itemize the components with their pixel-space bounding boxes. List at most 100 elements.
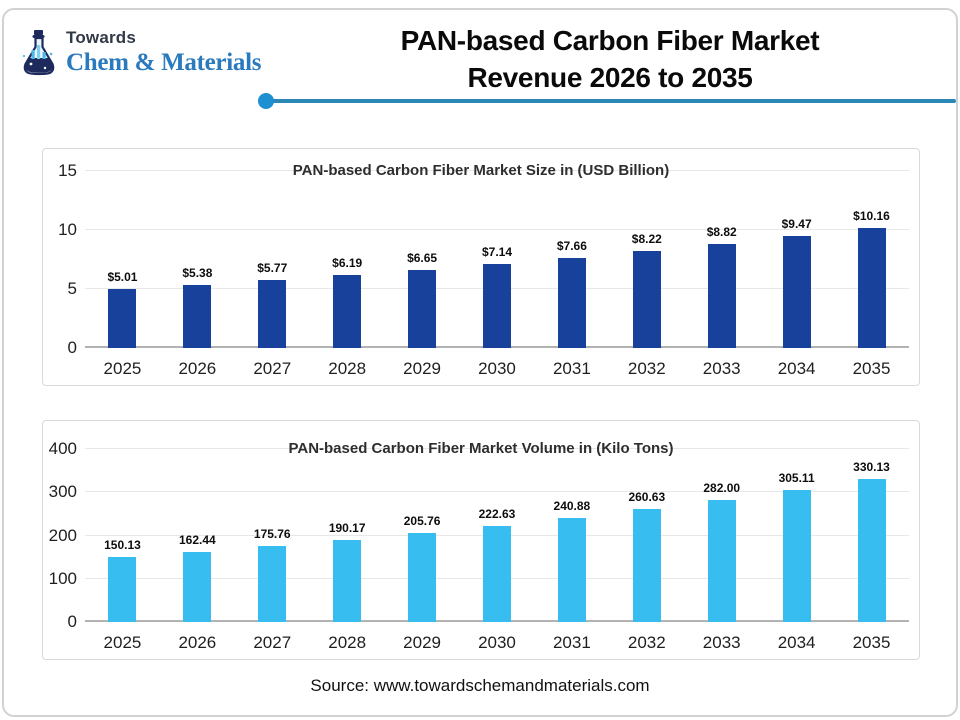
title-divider-dot	[258, 93, 274, 109]
x-axis-labels: 2025 2026 2027 2028 2029 2030 2031 2032 2033 2034…	[85, 633, 909, 653]
bar	[333, 539, 362, 622]
bar	[258, 279, 287, 348]
bar	[183, 551, 212, 622]
y-tick-label: 10	[58, 220, 77, 240]
bar	[632, 251, 661, 348]
bar	[183, 284, 212, 348]
bar	[333, 274, 362, 348]
bar-slot: 222.63	[460, 449, 535, 622]
bar-slot: 330.13	[834, 449, 909, 622]
bar-slot: $8.22	[609, 171, 684, 348]
bar-slot: 150.13	[85, 449, 160, 622]
bar-value-label: $6.19	[332, 255, 363, 270]
bars: $5.01 $5.38 $5.77 $6.19 $6.65 $7.14 $7.66 $8.22…	[85, 171, 909, 348]
bar-value-label: 260.63	[628, 490, 666, 505]
bar-slot: 305.11	[759, 449, 834, 622]
bar-slot: $6.65	[385, 171, 460, 348]
x-tick-label: 2030	[478, 633, 516, 652]
x-axis-labels: 2025 2026 2027 2028 2029 2030 2031 2032 2033 2034…	[85, 359, 909, 379]
x-tick-label: 2026	[178, 633, 217, 652]
bar-slot: $6.19	[310, 171, 385, 348]
x-tick-label: 2035	[852, 359, 891, 378]
x-tick-label: 2028	[328, 359, 367, 378]
bar-value-label: 330.13	[853, 460, 890, 475]
market-volume-chart: PAN-based Carbon Fiber Market Volume in …	[42, 420, 920, 660]
y-tick-label: 0	[67, 338, 77, 357]
bar	[258, 545, 287, 622]
bar-value-label: $7.66	[556, 238, 587, 253]
plot-area: $5.01 $5.38 $5.77 $6.19 $6.65 $7.14 $7.66 $8.22…	[85, 170, 909, 348]
y-axis-labels: 0 5 10 15	[43, 161, 77, 357]
y-tick-label: 100	[48, 568, 77, 588]
bar-value-label: 162.44	[179, 532, 216, 547]
bar-value-label: 175.76	[253, 526, 291, 541]
source-text: Source: www.towardschemandmaterials.com	[310, 676, 650, 695]
bar-slot: 240.88	[534, 449, 609, 622]
bar	[557, 257, 586, 348]
market-size-chart: PAN-based Carbon Fiber Market Size in (U…	[42, 148, 920, 386]
x-tick-label: 2029	[403, 359, 441, 378]
x-tick-label: 2033	[702, 359, 741, 378]
bar-slot: 175.76	[235, 449, 310, 622]
bar	[408, 269, 437, 348]
page-title-line2: Revenue 2026 to 2035	[467, 62, 753, 93]
bars: 150.13 162.44 175.76 190.17 205.76 222.63 240.…	[85, 449, 909, 622]
bar-value-label: $6.65	[407, 250, 438, 265]
bar	[782, 490, 811, 622]
y-tick-label: 200	[48, 525, 77, 545]
bar-value-label: $8.22	[631, 232, 662, 247]
bar-value-label: 205.76	[403, 514, 441, 529]
x-tick-label: 2028	[328, 633, 367, 652]
bar-value-label: $8.82	[706, 224, 737, 239]
bar-slot: $10.16	[834, 171, 909, 348]
y-tick-label: 15	[58, 161, 77, 180]
x-tick-label: 2027	[253, 359, 292, 378]
x-tick-label: 2027	[253, 633, 292, 652]
x-tick-label: 2035	[852, 633, 891, 652]
bar-slot: $5.77	[235, 171, 310, 348]
logo-brand-label: Chem & Materials	[66, 49, 262, 76]
x-tick-label: 2032	[627, 633, 666, 652]
page-title-line1: PAN-based Carbon Fiber Market	[400, 25, 820, 56]
x-tick-label: 2032	[627, 359, 666, 378]
y-axis-labels: 0 100 200 300 400	[43, 439, 77, 631]
x-tick-label: 2031	[552, 633, 591, 652]
bar-value-label: $5.77	[257, 260, 288, 275]
bar-value-label: $5.38	[182, 265, 213, 280]
bar	[108, 288, 137, 348]
bar	[408, 533, 437, 622]
bar	[632, 509, 661, 622]
y-tick-label: 400	[48, 439, 77, 458]
flask-icon	[22, 30, 55, 76]
y-tick-label: 0	[67, 612, 77, 631]
bar-value-label: 240.88	[553, 498, 591, 513]
bar-value-label: $5.01	[107, 269, 138, 284]
bar-slot: $5.01	[85, 171, 160, 348]
bar	[707, 243, 736, 348]
bar-value-label: 190.17	[328, 520, 366, 535]
logo-towards-label: Towards	[66, 28, 137, 47]
title-divider-line	[267, 99, 956, 103]
bar-slot: 205.76	[385, 449, 460, 622]
bar-value-label: $7.14	[481, 244, 512, 259]
gridline	[85, 448, 909, 449]
gridline	[85, 170, 909, 171]
x-tick-label: 2034	[777, 359, 816, 378]
bar	[782, 236, 811, 348]
x-tick-label: 2034	[777, 633, 816, 652]
bar-slot: 162.44	[160, 449, 235, 622]
gridline	[85, 491, 909, 493]
bar	[482, 525, 511, 622]
gridline	[85, 229, 909, 230]
bar-slot: $9.47	[759, 171, 834, 348]
brand-logo: Towards Chem & Materials	[18, 28, 261, 78]
y-tick-label: 5	[67, 279, 77, 299]
x-tick-label: 2029	[403, 633, 441, 652]
x-tick-label: 2031	[552, 359, 591, 378]
plot-area: 150.13 162.44 175.76 190.17 205.76 222.63 240.…	[85, 448, 909, 622]
x-tick-label: 2025	[103, 633, 142, 652]
logo-text: Towards Chem & Materials	[66, 28, 261, 77]
page-title: PAN-based Carbon Fiber Market Revenue 20…	[280, 22, 940, 96]
bar	[857, 479, 886, 622]
